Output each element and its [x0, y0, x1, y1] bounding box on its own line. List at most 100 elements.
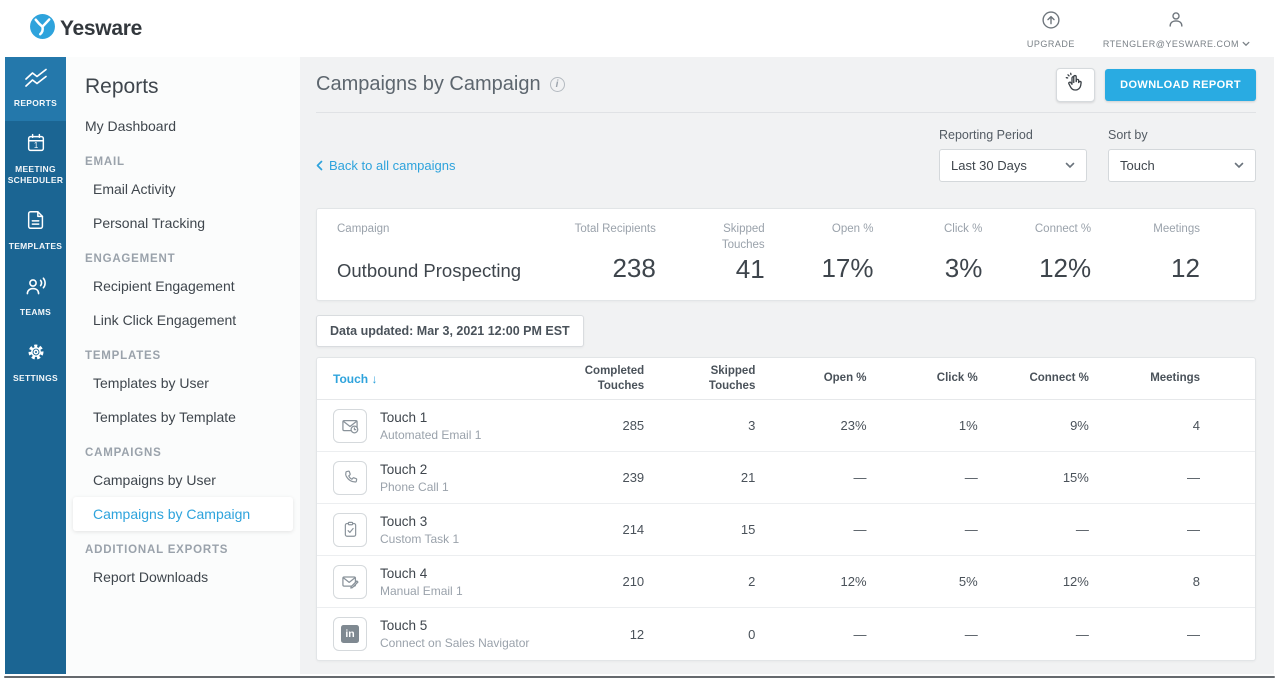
open-pct-value: 12%: [840, 574, 867, 590]
svg-text:1: 1: [33, 141, 37, 150]
nav-item-campaigns-by-campaign[interactable]: Campaigns by Campaign: [73, 497, 293, 531]
sort-by-value: Touch: [1120, 158, 1155, 173]
back-to-all-campaigns-link[interactable]: Back to all campaigns: [316, 158, 455, 173]
meetings-label: Meetings: [1153, 223, 1200, 235]
reporting-period-select[interactable]: Last 30 Days: [939, 149, 1087, 182]
connect-pct-label: Connect %: [1034, 223, 1092, 235]
skipped-touches-value: 3: [748, 418, 756, 434]
click-pct-value: 3%: [944, 253, 983, 283]
chevron-down-icon: [1065, 162, 1075, 169]
summary-campaign-label: Campaign: [337, 223, 390, 235]
meetings-value: 12: [1171, 253, 1200, 283]
sidebar-item-label: MEETING SCHEDULER: [7, 164, 64, 186]
skipped-touches-header[interactable]: Skipped Touches: [708, 364, 756, 392]
click-pct-value: 5%: [958, 574, 978, 590]
nav-item-templates-by-template[interactable]: Templates by Template: [93, 409, 236, 425]
sort-by-label: Sort by: [1108, 128, 1148, 142]
campaign-name: Outbound Prospecting: [337, 260, 522, 281]
touch-title: Touch 1: [380, 409, 428, 425]
upgrade-button[interactable]: UPGRADE: [1027, 9, 1075, 49]
nav-item-link-click-engagement[interactable]: Link Click Engagement: [93, 312, 237, 328]
connect-pct-value: 12%: [1039, 253, 1092, 283]
download-report-button[interactable]: DOWNLOAD REPORT: [1105, 68, 1256, 101]
nav-item-my-dashboard[interactable]: My Dashboard: [85, 118, 177, 134]
touch-title: Touch 2: [380, 461, 428, 477]
connect-pct-value: 15%: [1062, 470, 1089, 486]
sidebar-item-reports[interactable]: REPORTS: [5, 57, 66, 122]
click-pct-value: —: [964, 522, 978, 538]
main-content: Campaigns by Campaign i DOWNLOAD REPORT …: [300, 57, 1274, 674]
click-pct-label: Click %: [943, 223, 983, 235]
meetings-value: —: [1187, 626, 1201, 642]
meetings-value: 8: [1192, 574, 1201, 590]
teams-people-icon: [24, 275, 48, 302]
manual-email-icon: [333, 564, 367, 599]
touches-table: Touch ↓ Completed Touches Skipped Touche…: [316, 357, 1256, 662]
window-bottom-edge: [4, 676, 1275, 678]
gear-icon: [25, 341, 47, 368]
meetings-header[interactable]: Meetings: [1150, 372, 1201, 385]
waving-hand-icon: [1065, 72, 1086, 98]
click-pct-value: —: [964, 626, 978, 642]
filter-row: Back to all campaigns Reporting Period L…: [316, 128, 1256, 182]
open-pct-value: 17%: [821, 253, 874, 283]
guide-button[interactable]: [1056, 67, 1096, 102]
nav-section-additional-exports: ADDITIONAL EXPORTS: [85, 544, 229, 556]
nav-item-report-downloads[interactable]: Report Downloads: [93, 569, 209, 585]
upgrade-label: UPGRADE: [1026, 38, 1075, 49]
info-icon[interactable]: i: [549, 77, 565, 92]
nav-section-engagement: ENGAGEMENT: [85, 253, 176, 265]
sidebar-item-label: REPORTS: [13, 98, 58, 108]
sort-by-select[interactable]: Touch: [1108, 149, 1256, 182]
touch-column-header[interactable]: Touch ↓: [333, 371, 378, 386]
click-pct-header[interactable]: Click %: [936, 372, 978, 385]
sidebar-item-label: TEMPLATES: [8, 241, 63, 252]
table-row[interactable]: Touch 1 Automated Email 1 285 3 23% 1% 9…: [317, 400, 1255, 453]
chevron-down-icon: [1234, 162, 1244, 169]
meetings-value: 4: [1192, 418, 1201, 434]
main-header: Campaigns by Campaign i DOWNLOAD REPORT: [316, 57, 1256, 113]
reporting-period-value: Last 30 Days: [951, 158, 1027, 173]
total-recipients-label: Total Recipients: [574, 223, 656, 235]
table-row[interactable]: Touch 4 Manual Email 1 210 2 12% 5% 12% …: [317, 556, 1255, 609]
skipped-touches-value: 15: [740, 522, 756, 538]
meetings-value: —: [1187, 470, 1201, 486]
connect-pct-value: —: [1075, 626, 1089, 642]
nav-item-email-activity[interactable]: Email Activity: [93, 181, 176, 197]
open-pct-header[interactable]: Open %: [823, 372, 867, 385]
table-row[interactable]: Touch 2 Phone Call 1 239 21 — — 15% —: [317, 452, 1255, 505]
sidebar-item-teams[interactable]: TEAMS: [5, 264, 66, 330]
touch-title: Touch 3: [380, 513, 428, 529]
sidebar-item-meeting-scheduler[interactable]: 1 MEETING SCHEDULER: [5, 121, 66, 198]
data-updated-badge: Data updated: Mar 3, 2021 12:00 PM EST: [316, 315, 584, 348]
reports-chart-icon: [24, 68, 48, 93]
topbar: Yesware UPGRADE RTENGLER@YESWARE.COM: [5, 0, 1274, 57]
skipped-touches-label: Skipped Touches: [721, 223, 765, 251]
account-menu[interactable]: RTENGLER@YESWARE.COM: [1103, 9, 1250, 49]
sidebar-item-templates[interactable]: TEMPLATES: [5, 198, 66, 264]
reporting-period-label: Reporting Period: [939, 128, 1033, 142]
touch-title: Touch 4: [380, 565, 428, 581]
meetings-value: —: [1187, 522, 1201, 538]
open-pct-label: Open %: [831, 223, 874, 235]
open-pct-value: —: [853, 522, 867, 538]
table-row[interactable]: Touch 3 Custom Task 1 214 15 — — — —: [317, 504, 1255, 557]
touch-subtitle: Phone Call 1: [380, 479, 449, 494]
nav-item-recipient-engagement[interactable]: Recipient Engagement: [93, 278, 235, 294]
touch-subtitle: Automated Email 1: [380, 427, 482, 442]
automated-email-icon: [333, 408, 367, 443]
sidebar-item-settings[interactable]: SETTINGS: [5, 330, 66, 396]
completed-touches-header[interactable]: Completed Touches: [584, 364, 645, 392]
nav-item-templates-by-user[interactable]: Templates by User: [93, 375, 209, 391]
campaign-summary-card: Campaign Outbound Prospecting Total Reci…: [316, 208, 1256, 302]
nav-item-campaigns-by-user[interactable]: Campaigns by User: [93, 472, 216, 488]
table-header-row: Touch ↓ Completed Touches Skipped Touche…: [317, 358, 1255, 401]
yesware-logo[interactable]: Yesware: [29, 13, 142, 45]
connect-pct-header[interactable]: Connect %: [1029, 372, 1089, 385]
nav-item-personal-tracking[interactable]: Personal Tracking: [93, 215, 206, 231]
touch-subtitle: Custom Task 1: [380, 531, 460, 546]
chevron-down-icon: [1242, 41, 1250, 46]
brand-name: Yesware: [60, 16, 142, 40]
touch-subtitle: Connect on Sales Navigator: [380, 636, 530, 651]
table-row[interactable]: in Touch 5 Connect on Sales Navigator 12…: [317, 608, 1255, 660]
